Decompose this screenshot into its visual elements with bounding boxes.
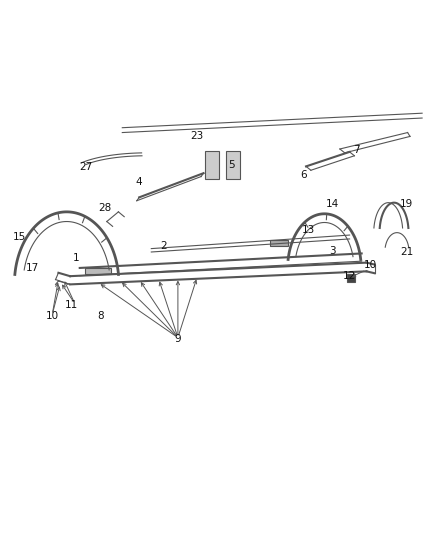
Text: 4: 4 [136,177,142,187]
Text: 28: 28 [99,204,112,214]
Text: 1: 1 [73,253,80,263]
Text: 23: 23 [191,131,204,141]
Bar [205,151,219,180]
Text: 12: 12 [343,271,356,281]
Text: 2: 2 [160,241,167,251]
Text: 7: 7 [353,146,360,156]
Bar [226,151,240,180]
Text: 13: 13 [302,225,315,235]
Bar [85,268,111,274]
Text: 27: 27 [79,163,93,172]
Text: 21: 21 [400,247,413,257]
Text: 10: 10 [46,311,59,321]
Text: 19: 19 [400,199,413,208]
Text: 9: 9 [175,334,181,344]
Text: 17: 17 [26,263,39,273]
Bar [347,274,355,282]
Text: 15: 15 [13,232,26,243]
Text: 8: 8 [97,311,104,321]
Text: 5: 5 [228,160,234,170]
Text: 3: 3 [329,246,336,255]
Bar [270,240,288,246]
Text: 14: 14 [326,199,339,208]
Text: 6: 6 [300,169,307,180]
Text: 10: 10 [363,260,376,270]
Text: 11: 11 [65,300,78,310]
